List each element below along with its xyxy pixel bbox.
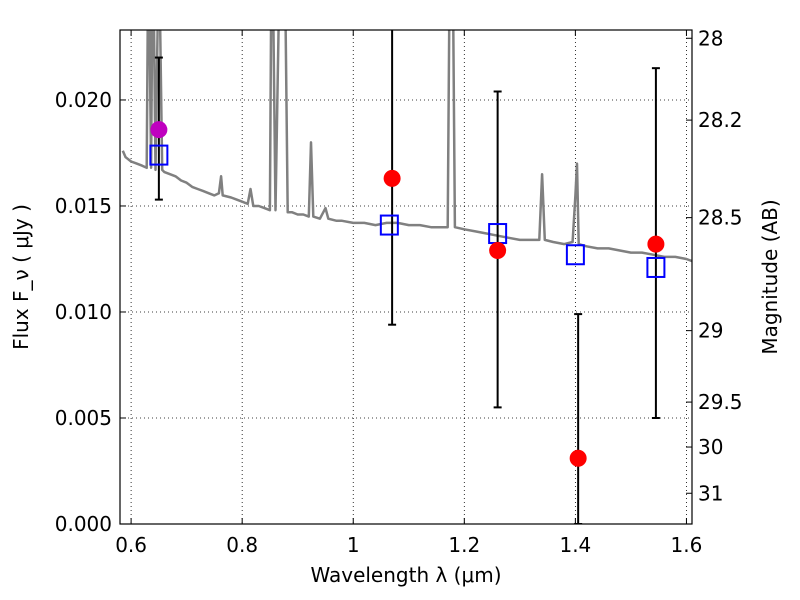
axis-ticks: 0.6 0.8 1 1.2 1.4 1.6 0.000 0.005 0.010 0.015 0.02… [55, 26, 743, 557]
x-tick-label: 1.6 [671, 533, 703, 557]
grid-lines [120, 30, 692, 525]
observed-point-marker [647, 235, 665, 253]
y2-tick-label: 29 [698, 319, 723, 343]
y2-axis-title: Magnitude (AB) [758, 199, 782, 354]
observed-point-marker [383, 169, 401, 187]
x-tick-label: 0.8 [226, 533, 258, 557]
y-axis-title: Flux F_ν ( μJy ) [9, 204, 33, 350]
x-tick-label: 1 [347, 533, 360, 557]
x-tick-label: 1.2 [448, 533, 480, 557]
y2-tick-label: 29.5 [698, 390, 743, 414]
model-square-marker [565, 244, 585, 266]
plot-frame [119, 29, 693, 525]
model-square-marker [646, 256, 666, 278]
template-spectrum-line [121, 30, 692, 263]
x-tick-label: 1.4 [559, 533, 591, 557]
y-tick-label: 0.010 [55, 300, 112, 324]
plot-area [121, 30, 692, 524]
y2-tick-label: 28.2 [698, 108, 743, 132]
model-square-marker [379, 214, 399, 236]
y2-tick-label: 28.5 [698, 206, 743, 230]
y2-tick-label: 31 [698, 481, 723, 505]
observed-point-marker [150, 121, 168, 139]
x-axis-title: Wavelength λ (μm) [310, 563, 501, 587]
y2-tick-label: 28 [698, 26, 723, 50]
y-tick-label: 0.020 [55, 88, 112, 112]
observed-point-marker [489, 241, 507, 259]
model-square-marker [149, 144, 169, 166]
y-tick-label: 0.000 [55, 512, 112, 536]
x-tick-label: 0.6 [115, 533, 147, 557]
y-tick-label: 0.015 [55, 194, 112, 218]
observed-point-marker [569, 449, 587, 467]
y2-tick-label: 30 [698, 435, 723, 459]
y-tick-label: 0.005 [55, 406, 112, 430]
